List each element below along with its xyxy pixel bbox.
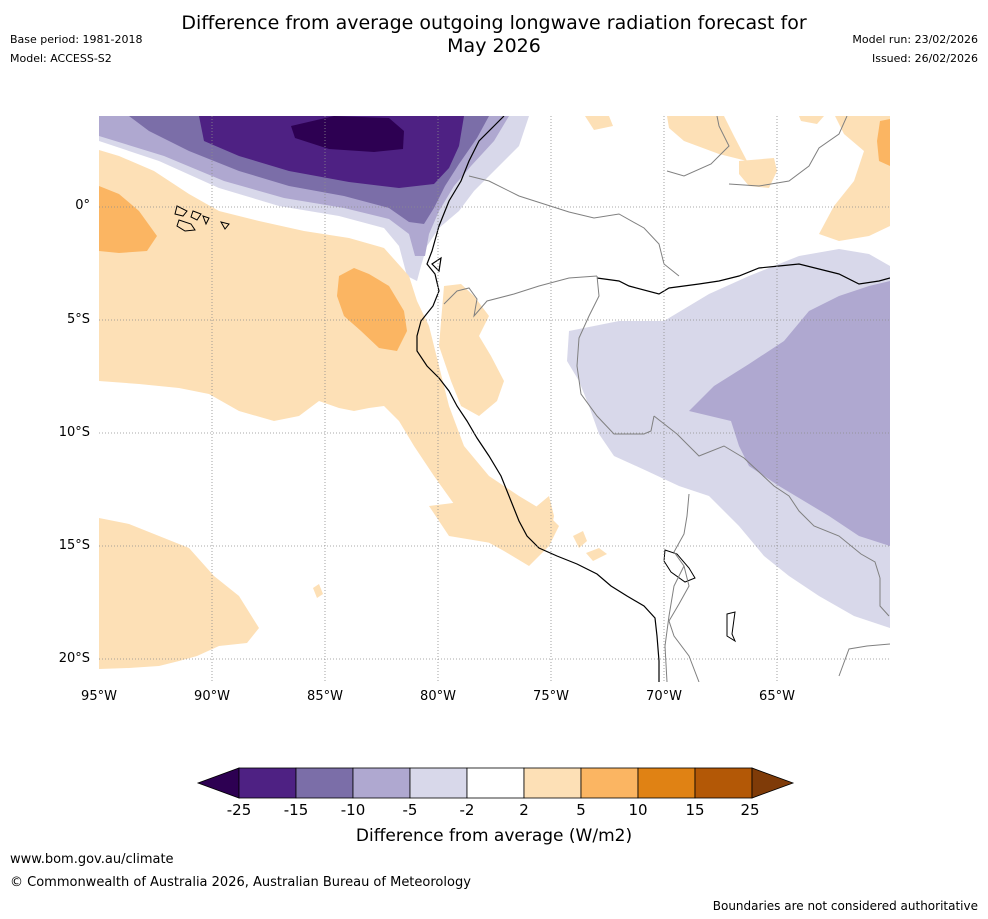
country-borders — [443, 116, 890, 682]
border-bolivia — [653, 415, 881, 579]
border-argentina-chile — [664, 565, 685, 682]
region-pos-2-5-ne3 — [819, 116, 890, 241]
cb-tick: -2 — [459, 801, 475, 819]
model-run: Model run: 23/02/2026 — [852, 33, 978, 46]
colorbar-extend-high — [751, 767, 795, 799]
region-pos-5-10-ne — [877, 119, 890, 166]
issued-date: Issued: 26/02/2026 — [871, 52, 978, 65]
colorbar-segment — [352, 767, 411, 799]
region-pos-5-10-center — [337, 268, 407, 351]
cb-tick: -5 — [402, 801, 418, 819]
island-galapagos-4 — [202, 215, 210, 226]
colorbar-extend-low — [196, 767, 240, 799]
meta-left: Base period: 1981-2018 Model: ACCESS-S2 — [10, 30, 142, 68]
graticule — [99, 116, 890, 682]
colorbar-segment — [523, 767, 582, 799]
border-peru-bolivia-chile — [668, 493, 700, 682]
cb-tick: -10 — [340, 801, 366, 819]
colorbar-segment — [238, 767, 297, 799]
region-pos-2-5-ne5 — [799, 116, 824, 124]
chart-title: Difference from average outgoing longwav… — [0, 12, 988, 58]
lon-label-85w: 85°W — [307, 689, 343, 704]
lon-label-65w: 65°W — [759, 689, 795, 704]
border-colombia — [468, 175, 680, 277]
lon-label-95w: 95°W — [81, 689, 117, 704]
region-pos-2-5-peru — [429, 496, 554, 554]
colorbar-segment — [466, 767, 525, 799]
colorbar — [196, 767, 795, 799]
model-name: Model: ACCESS-S2 — [10, 52, 112, 65]
region-pos-2-5-coast — [439, 284, 504, 416]
title-line-1: Difference from average outgoing longwav… — [181, 12, 807, 34]
border-paraguay — [838, 643, 890, 677]
olr-anomaly-map — [99, 116, 890, 682]
region-pos-2-5-ne1 — [667, 116, 747, 161]
border-venezuela-brazil — [728, 116, 848, 187]
colorbar-segment — [694, 767, 753, 799]
footer-url: www.bom.gov.au/climate — [10, 852, 174, 867]
footer-disclaimer: Boundaries are not considered authoritat… — [712, 899, 978, 913]
island-lake-titicaca — [663, 549, 696, 583]
cb-tick: 5 — [576, 801, 586, 819]
region-neg-25-north — [291, 116, 404, 152]
border-peru-brazil — [576, 275, 655, 435]
region-pos-2-5-southwest — [99, 518, 259, 669]
region-pos-2-5-islet2 — [586, 548, 607, 561]
colorbar-label: Difference from average (W/m2) — [355, 826, 633, 846]
islands — [174, 205, 737, 643]
cb-tick: 10 — [628, 801, 648, 819]
island-bolivia-lakes — [726, 611, 737, 643]
colorbar-segment — [409, 767, 468, 799]
lon-label-70w: 70°W — [646, 689, 682, 704]
lat-label-0: 0° — [75, 198, 90, 213]
lat-label-20s: 20°S — [58, 651, 90, 666]
region-pos-5-10-west — [99, 186, 157, 253]
lon-label-80w: 80°W — [420, 689, 456, 704]
border-ecuador-peru — [443, 275, 598, 318]
lat-label-5s: 5°S — [66, 312, 90, 327]
footer-copyright: © Commonwealth of Australia 2026, Austra… — [10, 875, 471, 890]
region-pos-2-5-islet3 — [313, 584, 323, 598]
island-galapagos-1 — [174, 205, 188, 217]
region-pos-2-5-islet1 — [573, 531, 587, 548]
colorbar-segment — [295, 767, 354, 799]
lat-label-10s: 10°S — [58, 425, 90, 440]
lat-label-15s: 15°S — [58, 538, 90, 553]
title-line-2: May 2026 — [447, 35, 541, 57]
lon-label-75w: 75°W — [533, 689, 569, 704]
region-neg-5-10-east — [689, 281, 890, 546]
cb-tick: 25 — [740, 801, 760, 819]
colorbar-segment — [580, 767, 639, 799]
cb-tick: -15 — [283, 801, 309, 819]
cb-tick: 15 — [685, 801, 705, 819]
base-period: Base period: 1981-2018 — [10, 33, 143, 46]
border-colombia-venezuela — [666, 116, 730, 177]
island-galapagos-2 — [176, 219, 196, 232]
border-bolivia-brazil-east — [879, 578, 890, 617]
coastline-gulf — [431, 256, 442, 273]
colorbar-segment — [637, 767, 696, 799]
coastline-north-caribbean — [596, 263, 890, 295]
island-galapagos-3 — [190, 210, 202, 221]
meta-right: Model run: 23/02/2026 Issued: 26/02/2026 — [852, 30, 978, 68]
region-pos-2-5-west — [99, 150, 559, 566]
coastlines — [416, 116, 890, 682]
lon-label-90w: 90°W — [194, 689, 230, 704]
cb-tick: 2 — [519, 801, 529, 819]
region-pos-2-5-ne4 — [585, 116, 613, 130]
island-galapagos-5 — [219, 221, 230, 230]
coastline-south-america — [416, 116, 660, 682]
region-pos-2-5-ne2 — [739, 158, 777, 188]
cb-tick: -25 — [226, 801, 252, 819]
